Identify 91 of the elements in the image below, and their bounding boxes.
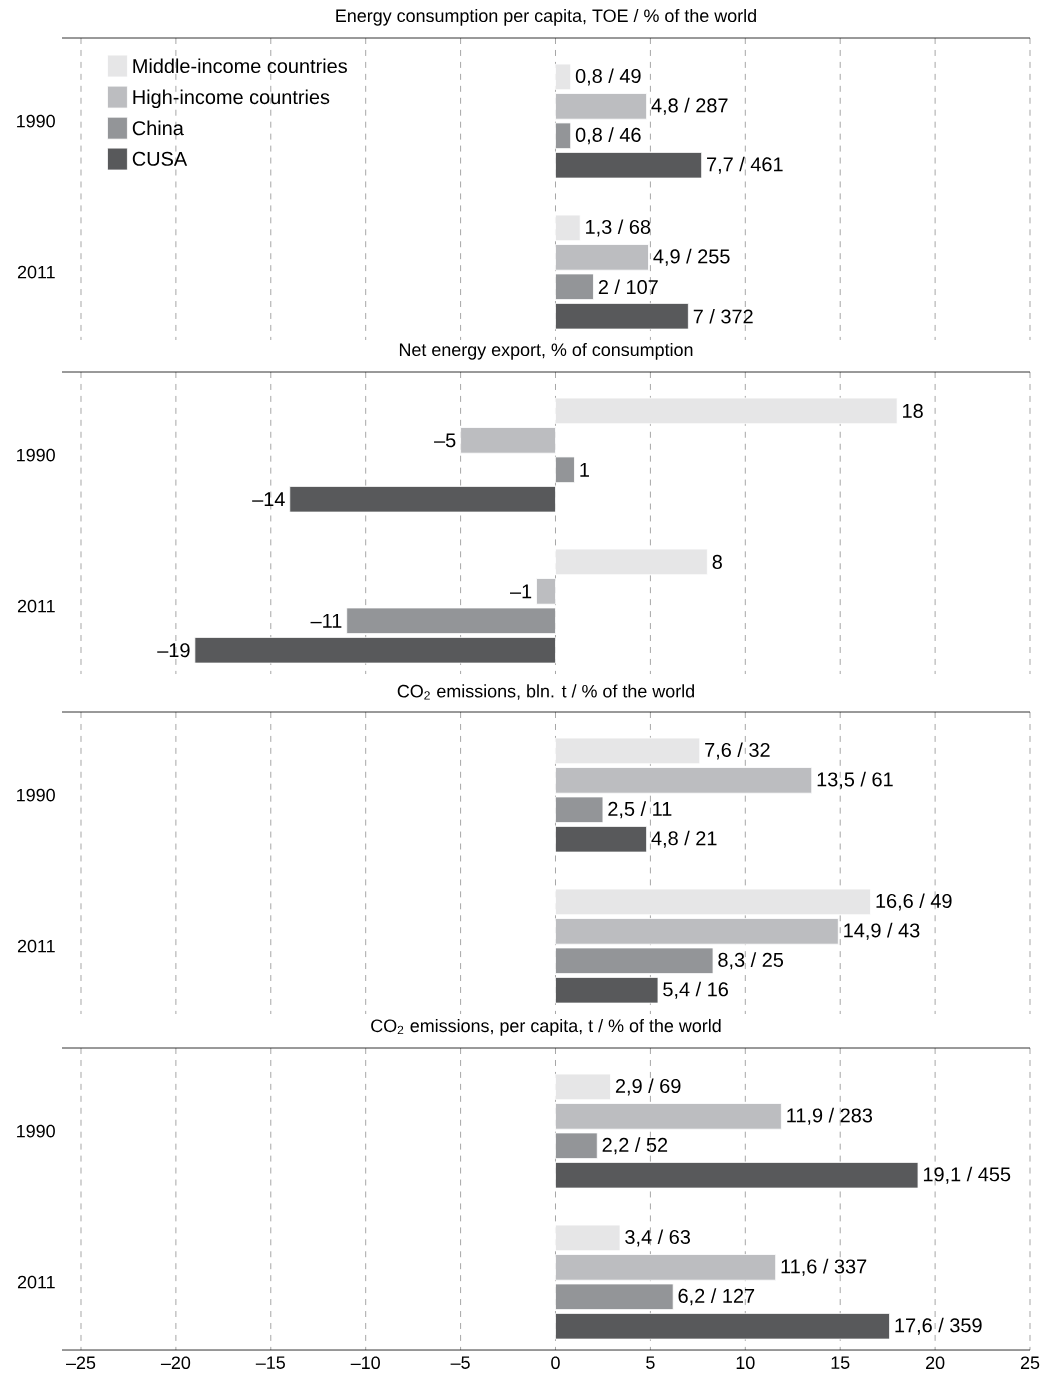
- data-label: 2,9 / 69: [615, 1078, 681, 1096]
- bar: [555, 1103, 782, 1130]
- y-tick-label: 1990: [17, 1124, 55, 1138]
- x-tick-label: –25: [66, 1356, 96, 1370]
- chart-title: CO$_{2}$ emissions, per capita, t / % of the world: [371, 1018, 721, 1036]
- data-label: 2,5 / 11: [608, 801, 672, 819]
- x-tick-label: 15: [831, 1356, 850, 1369]
- data-label: 0,8 / 46: [575, 127, 641, 145]
- legend-label: High-income countries: [133, 89, 330, 109]
- legend-label: CUSA: [132, 151, 188, 166]
- bar: [555, 122, 572, 150]
- x-tick-label: 10: [736, 1356, 755, 1370]
- bar: [460, 427, 556, 454]
- data-label: 8: [712, 554, 722, 569]
- data-label: 18: [903, 403, 923, 418]
- bar: [555, 1254, 777, 1281]
- data-label: –19: [157, 643, 190, 658]
- bar: [346, 607, 556, 635]
- legend-label: China: [132, 120, 184, 136]
- bar: [555, 767, 813, 794]
- x-tick-label: 0: [551, 1356, 560, 1370]
- bar: [555, 214, 581, 242]
- bar: [555, 1162, 919, 1189]
- bar: [555, 1313, 890, 1340]
- x-tick-label: 20: [926, 1356, 945, 1370]
- bar: [555, 826, 647, 853]
- x-tick-label: –15: [255, 1356, 285, 1369]
- bar: [555, 1283, 674, 1311]
- bar: [555, 796, 604, 824]
- bar: [555, 947, 714, 975]
- data-label: 4,8 / 21: [651, 830, 717, 848]
- data-label: 4,8 / 287: [651, 97, 728, 115]
- legend-label: Middle-income countries: [133, 58, 347, 74]
- data-label: 5,4 / 16: [663, 981, 728, 999]
- bar: [555, 888, 871, 916]
- data-label: 8,3 / 25: [718, 952, 784, 970]
- data-label: 4,9 / 255: [653, 248, 730, 266]
- bar: [555, 918, 839, 945]
- data-label: 6,2 / 127: [678, 1288, 755, 1306]
- chart-title: Energy consumption per capita, TOE / % of the world: [336, 8, 756, 26]
- bar: [555, 977, 659, 1004]
- x-tick-label: 25: [1020, 1356, 1040, 1370]
- data-label: 7,7 / 461: [707, 156, 783, 174]
- data-label: 7 / 372: [693, 308, 753, 324]
- data-label: 13,5 / 61: [817, 771, 893, 789]
- data-label: 2,2 / 52: [602, 1137, 668, 1155]
- bar: [289, 485, 556, 513]
- data-label: –11: [310, 613, 342, 628]
- data-label: 2 / 107: [598, 279, 658, 295]
- y-tick-label: 2011: [17, 265, 55, 279]
- bar: [194, 637, 556, 664]
- bar: [555, 302, 689, 330]
- data-label: 17,6 / 359: [895, 1317, 982, 1335]
- data-label: 0,8 / 49: [575, 68, 641, 86]
- data-label: –14: [252, 492, 285, 507]
- y-tick-label: 2011: [17, 939, 55, 953]
- chart-title: Net energy export, % of consumption: [399, 342, 693, 360]
- data-label: 1,3 / 68: [586, 219, 651, 237]
- data-label: 14,9 / 43: [844, 922, 920, 940]
- bar: [555, 244, 649, 271]
- bar: [555, 737, 701, 765]
- data-label: 11,6 / 337: [781, 1258, 867, 1276]
- bar: [555, 63, 572, 91]
- bar: [555, 1073, 611, 1101]
- chart-title: CO$_{2}$ emissions, bln. t / % of the world: [397, 684, 694, 700]
- data-label: –1: [509, 584, 532, 599]
- bar: [555, 456, 575, 484]
- data-label: 7,6 / 32: [705, 742, 770, 760]
- y-tick-label: 1990: [17, 788, 55, 802]
- y-tick-label: 2011: [17, 1275, 55, 1289]
- y-tick-label: 1990: [17, 448, 55, 462]
- bar: [555, 93, 647, 120]
- x-tick-label: –20: [160, 1356, 191, 1370]
- bar: [555, 548, 708, 576]
- data-label: 3,4 / 63: [625, 1229, 690, 1247]
- bar: [555, 1224, 621, 1252]
- data-label: –5: [434, 433, 456, 448]
- bar: [536, 578, 556, 605]
- x-tick-label: –5: [450, 1356, 470, 1369]
- data-label: 16,6 / 49: [876, 893, 952, 911]
- bar: [555, 397, 898, 425]
- bar: [555, 1132, 598, 1160]
- bar: [555, 273, 594, 301]
- y-tick-label: 1990: [17, 114, 55, 128]
- y-tick-label: 2011: [17, 599, 55, 613]
- data-label: 19,1 / 455: [923, 1166, 1011, 1184]
- x-tick-label: –10: [350, 1356, 380, 1370]
- x-tick-label: 5: [646, 1356, 655, 1369]
- data-label: 11,9 / 283: [787, 1107, 873, 1125]
- bar: [555, 151, 703, 179]
- data-label: 1: [580, 462, 589, 477]
